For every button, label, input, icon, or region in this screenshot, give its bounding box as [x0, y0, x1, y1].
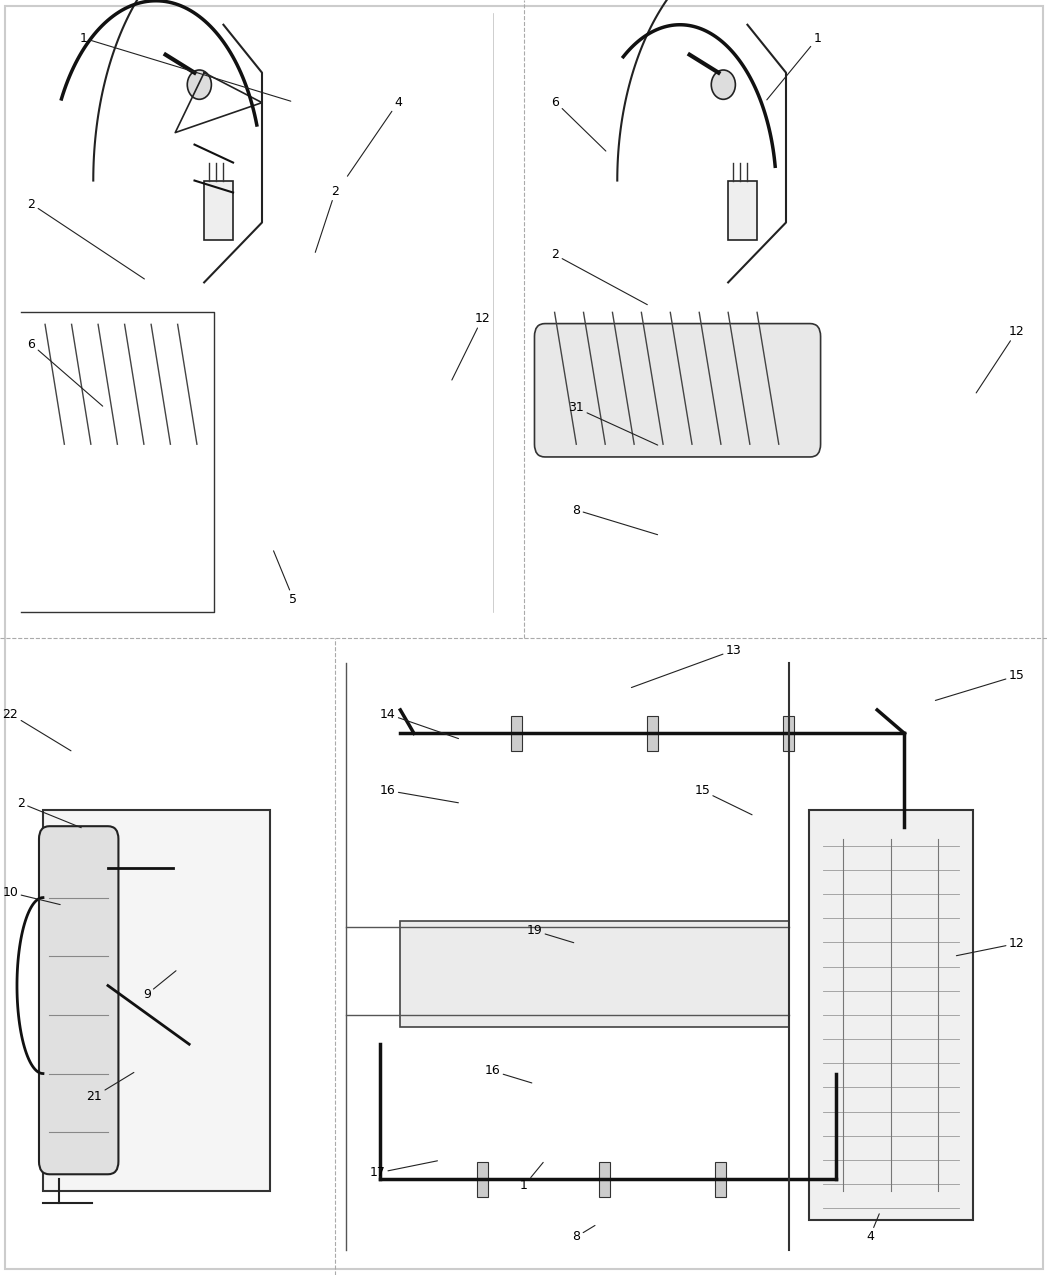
Text: 12: 12	[976, 325, 1025, 393]
FancyBboxPatch shape	[534, 324, 821, 456]
Text: 16: 16	[484, 1065, 531, 1082]
Text: 14: 14	[379, 708, 458, 738]
Text: 17: 17	[369, 1160, 437, 1179]
Text: 1: 1	[80, 32, 290, 101]
Text: 8: 8	[572, 1225, 595, 1243]
Text: 31: 31	[568, 402, 658, 445]
Text: 4: 4	[347, 96, 402, 176]
Text: 6: 6	[551, 96, 606, 150]
Text: 16: 16	[379, 784, 458, 803]
Text: 12: 12	[452, 312, 490, 380]
Text: 15: 15	[694, 784, 752, 815]
Text: 1: 1	[520, 1163, 543, 1192]
FancyBboxPatch shape	[39, 826, 118, 1174]
Text: 19: 19	[526, 924, 573, 942]
Text: 2: 2	[551, 249, 648, 305]
Bar	[783, 715, 794, 751]
Bar	[599, 1162, 610, 1197]
FancyBboxPatch shape	[728, 181, 757, 241]
Bar	[477, 1162, 487, 1197]
Text: 13: 13	[631, 644, 742, 687]
Bar	[647, 715, 658, 751]
Text: 21: 21	[86, 1072, 134, 1103]
Bar	[510, 715, 522, 751]
Text: 10: 10	[2, 886, 60, 904]
Circle shape	[188, 70, 212, 99]
Text: 2: 2	[315, 185, 340, 252]
FancyBboxPatch shape	[204, 181, 233, 241]
FancyBboxPatch shape	[809, 810, 973, 1220]
Text: 15: 15	[936, 669, 1025, 700]
Text: 6: 6	[27, 338, 103, 407]
Text: 8: 8	[572, 504, 657, 534]
Text: 5: 5	[274, 551, 298, 606]
Circle shape	[712, 70, 736, 99]
Text: 9: 9	[143, 970, 176, 1001]
Text: 4: 4	[866, 1214, 879, 1243]
Text: 2: 2	[17, 797, 82, 827]
Text: 2: 2	[27, 198, 145, 279]
FancyBboxPatch shape	[400, 921, 788, 1026]
Text: 12: 12	[957, 937, 1025, 956]
Text: 1: 1	[767, 32, 822, 99]
Text: 22: 22	[2, 708, 71, 751]
Bar	[715, 1162, 726, 1197]
FancyBboxPatch shape	[43, 810, 270, 1191]
